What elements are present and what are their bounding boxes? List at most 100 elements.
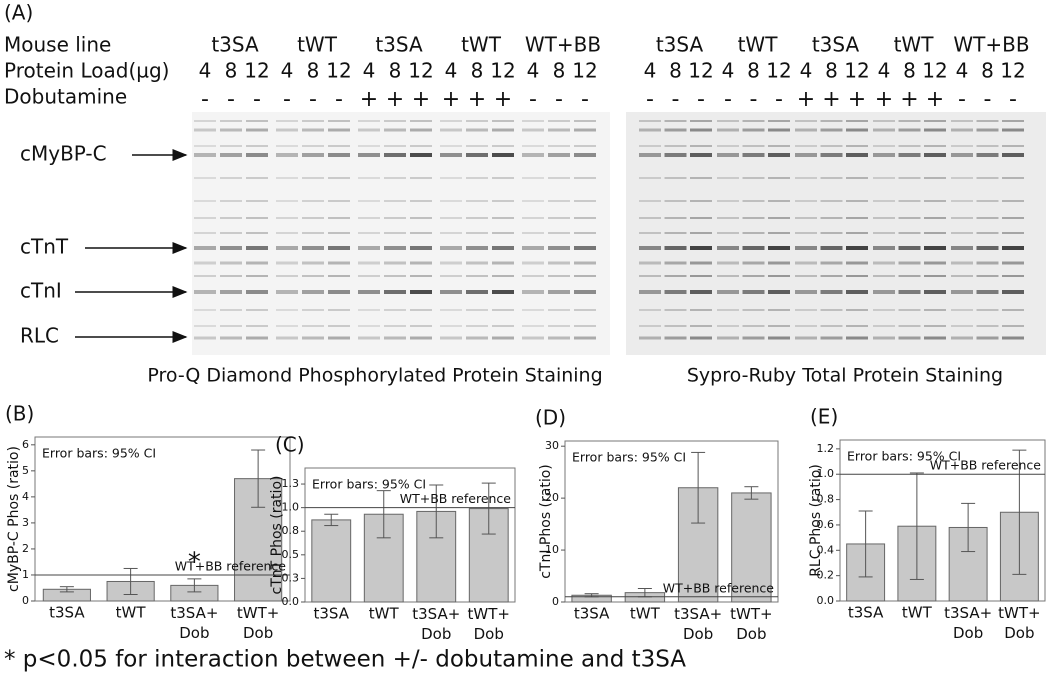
gel-band	[466, 232, 488, 234]
gel-band	[410, 200, 432, 202]
gel-band	[220, 145, 242, 147]
gel-band	[768, 290, 790, 294]
gel-band	[795, 200, 817, 202]
dobutamine-label: +	[822, 87, 840, 112]
gel-band	[466, 145, 488, 147]
gel-band	[742, 145, 765, 147]
gel-band	[1002, 153, 1024, 157]
gel-band	[246, 145, 268, 147]
row-label: Protein Load(µg)	[4, 59, 169, 83]
load-label: 8	[747, 59, 760, 83]
band-label: cTnT	[20, 235, 69, 259]
gel-band	[951, 177, 973, 179]
gel-band	[220, 275, 242, 277]
gel-band	[976, 246, 999, 250]
gel-band	[639, 336, 661, 340]
gel-band	[690, 309, 712, 311]
load-label: 12	[688, 59, 713, 83]
gel-band	[302, 217, 324, 219]
gel-band	[246, 246, 268, 250]
gel-band	[194, 325, 216, 327]
gel-band	[220, 217, 242, 219]
y-tick-label: 0.6	[817, 518, 835, 531]
gel-band	[976, 217, 999, 219]
mouse-line-label: t3SA	[812, 33, 860, 57]
gel-band	[924, 128, 946, 132]
dobutamine-label: -	[227, 87, 235, 112]
load-label: 12	[572, 59, 597, 83]
gel-band	[302, 290, 324, 294]
load-label: 4	[527, 59, 540, 83]
gel-band	[664, 128, 687, 132]
gel-band	[440, 217, 462, 219]
gel-band	[276, 177, 298, 179]
gel-band	[328, 275, 350, 277]
gel-band	[194, 217, 216, 219]
gel-band	[664, 261, 687, 265]
gel-band	[302, 120, 324, 122]
dobutamine-label: -	[646, 87, 654, 112]
gel-band	[898, 232, 921, 234]
y-tick-label: 1	[22, 568, 29, 581]
gel-band	[795, 246, 817, 250]
gel-band	[246, 336, 268, 340]
gel-band	[664, 177, 687, 179]
gel-band	[742, 325, 765, 327]
gel-band	[873, 232, 895, 234]
reference-label: WT+BB reference	[175, 558, 287, 573]
gel-band	[466, 246, 488, 250]
gel-band	[410, 336, 432, 340]
gel-band	[328, 232, 350, 234]
gel-band	[820, 336, 843, 340]
gel-band	[574, 153, 596, 157]
gel-band	[951, 145, 973, 147]
gel-band	[410, 325, 432, 327]
x-tick-label: t3SA	[574, 605, 610, 623]
gel-band	[951, 309, 973, 311]
gel-band	[548, 290, 570, 294]
load-label: 4	[956, 59, 969, 83]
gel-band	[1002, 336, 1024, 340]
gel-band	[410, 177, 432, 179]
gel-band	[664, 120, 687, 122]
gel-band	[276, 128, 298, 132]
gel-band	[1002, 246, 1024, 250]
gel-band	[976, 325, 999, 327]
gel-band	[410, 275, 432, 277]
gel-band	[246, 200, 268, 202]
gel-band	[302, 246, 324, 250]
gel-band	[466, 261, 488, 265]
x-tick-label: tWT	[369, 605, 400, 623]
y-tick-label: 0.8	[282, 524, 300, 537]
panel-label: (C)	[275, 433, 305, 457]
gel-band	[194, 275, 216, 277]
gel-band	[664, 275, 687, 277]
gel-band	[742, 232, 765, 234]
gel-band	[492, 261, 514, 265]
y-tick-label: 6	[22, 438, 29, 451]
gel-band	[639, 261, 661, 265]
gel-band	[492, 153, 514, 157]
y-axis-label: cMyBP-C Phos (ratio)	[6, 446, 22, 592]
gel-band	[1002, 290, 1024, 294]
gel-band	[795, 145, 817, 147]
dobutamine-label: -	[724, 87, 732, 112]
reference-label: WT+BB reference	[930, 458, 1042, 473]
dobutamine-label: +	[900, 87, 918, 112]
gel-band	[440, 200, 462, 202]
gel-band	[690, 325, 712, 327]
gel-band	[664, 145, 687, 147]
gel-band	[951, 128, 973, 132]
gel-band	[302, 145, 324, 147]
plot-frame	[839, 439, 1046, 602]
gel-band	[690, 200, 712, 202]
dobutamine-label: +	[360, 87, 378, 112]
gel-band	[548, 336, 570, 340]
gel-band	[846, 336, 868, 340]
gel-band	[664, 336, 687, 340]
gel-band	[548, 120, 570, 122]
gel-band	[194, 120, 216, 122]
gel-band	[795, 153, 817, 157]
gel-band	[246, 290, 268, 294]
gel-band	[873, 261, 895, 265]
